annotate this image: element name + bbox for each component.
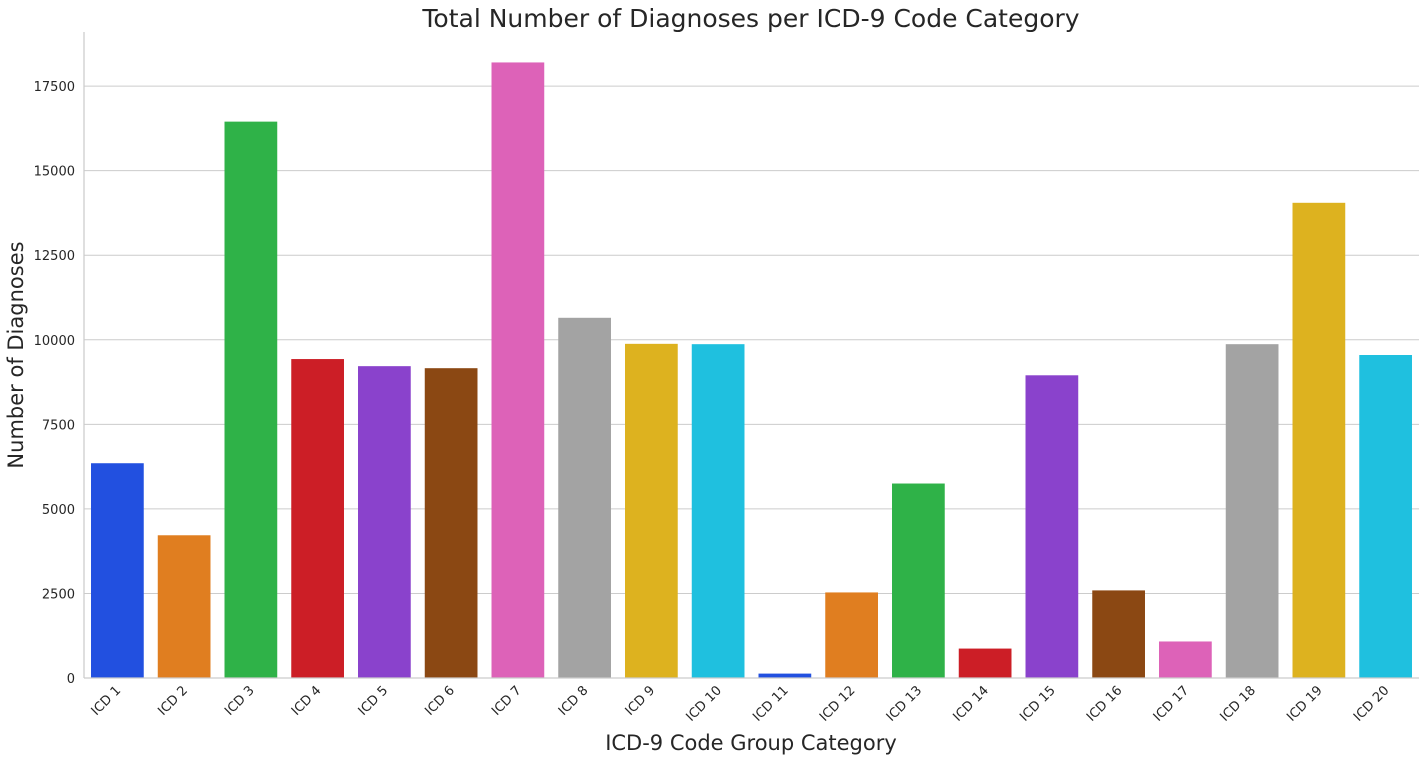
axis-spines xyxy=(83,32,1419,679)
y-tick-label: 2500 xyxy=(42,587,75,602)
x-tick-label: ICD 18 xyxy=(1218,683,1259,724)
y-axis-label: Number of Diagnoses xyxy=(4,241,28,468)
x-tick-label: ICD 15 xyxy=(1017,683,1058,724)
bar xyxy=(157,535,211,678)
gridlines xyxy=(84,85,1419,594)
x-tick-label: ICD 20 xyxy=(1351,683,1392,724)
y-tick-label: 5000 xyxy=(42,503,75,518)
bar xyxy=(758,673,812,678)
bar xyxy=(424,368,478,678)
bar xyxy=(625,343,678,678)
x-tick-label: ICD 12 xyxy=(817,683,858,724)
y-tick-label: 10000 xyxy=(34,334,75,349)
bar xyxy=(358,366,411,678)
bar xyxy=(91,463,144,678)
y-tick-label: 7500 xyxy=(42,418,75,433)
x-tick-label: ICD 3 xyxy=(222,683,258,719)
x-tick-label: ICD 4 xyxy=(289,683,325,719)
x-tick-label: ICD 9 xyxy=(623,683,659,719)
x-tick-label: ICD 14 xyxy=(951,683,992,724)
x-tick-label: ICD 5 xyxy=(356,683,392,719)
x-tick-label: ICD 10 xyxy=(684,683,725,724)
bar xyxy=(1359,355,1412,678)
bar xyxy=(958,648,1012,678)
y-tick-label: 0 xyxy=(67,672,75,687)
x-tick-label: ICD 2 xyxy=(155,683,191,719)
y-tick-label: 15000 xyxy=(34,165,75,180)
x-tick-labels: ICD 1 ICD 2 ICD 3 ICD 4 ICD 5 ICD 6 ICD 7 ICD 8… xyxy=(89,683,1393,724)
bars xyxy=(91,62,1412,679)
bar xyxy=(1292,202,1346,679)
bar xyxy=(224,121,278,678)
x-tick-label: ICD 8 xyxy=(556,683,592,719)
y-tick-label: 17500 xyxy=(34,80,75,95)
bar xyxy=(1092,590,1145,678)
bar xyxy=(1025,375,1079,678)
x-tick-label: ICD 13 xyxy=(884,683,925,724)
bar xyxy=(1225,344,1279,678)
x-tick-label: ICD 7 xyxy=(489,683,525,719)
x-tick-label: ICD 17 xyxy=(1151,683,1192,724)
x-tick-label: ICD 1 xyxy=(89,683,125,719)
bar xyxy=(291,359,344,678)
x-tick-label: ICD 11 xyxy=(750,683,791,724)
bar xyxy=(1159,641,1212,678)
x-tick-label: ICD 6 xyxy=(422,683,458,719)
y-tick-labels: 0 2500 5000 7500 10000 12500 15000 17500 xyxy=(34,80,75,687)
y-tick-label: 12500 xyxy=(34,249,75,264)
bar xyxy=(491,62,545,678)
x-tick-label: ICD 19 xyxy=(1284,683,1325,724)
bar xyxy=(691,344,745,678)
bar xyxy=(892,483,945,678)
x-tick-label: ICD 16 xyxy=(1084,683,1125,724)
bar xyxy=(825,592,878,678)
chart-title: Total Number of Diagnoses per ICD-9 Code… xyxy=(421,4,1079,33)
bar xyxy=(558,317,611,678)
x-axis-label: ICD-9 Code Group Category xyxy=(605,731,897,755)
